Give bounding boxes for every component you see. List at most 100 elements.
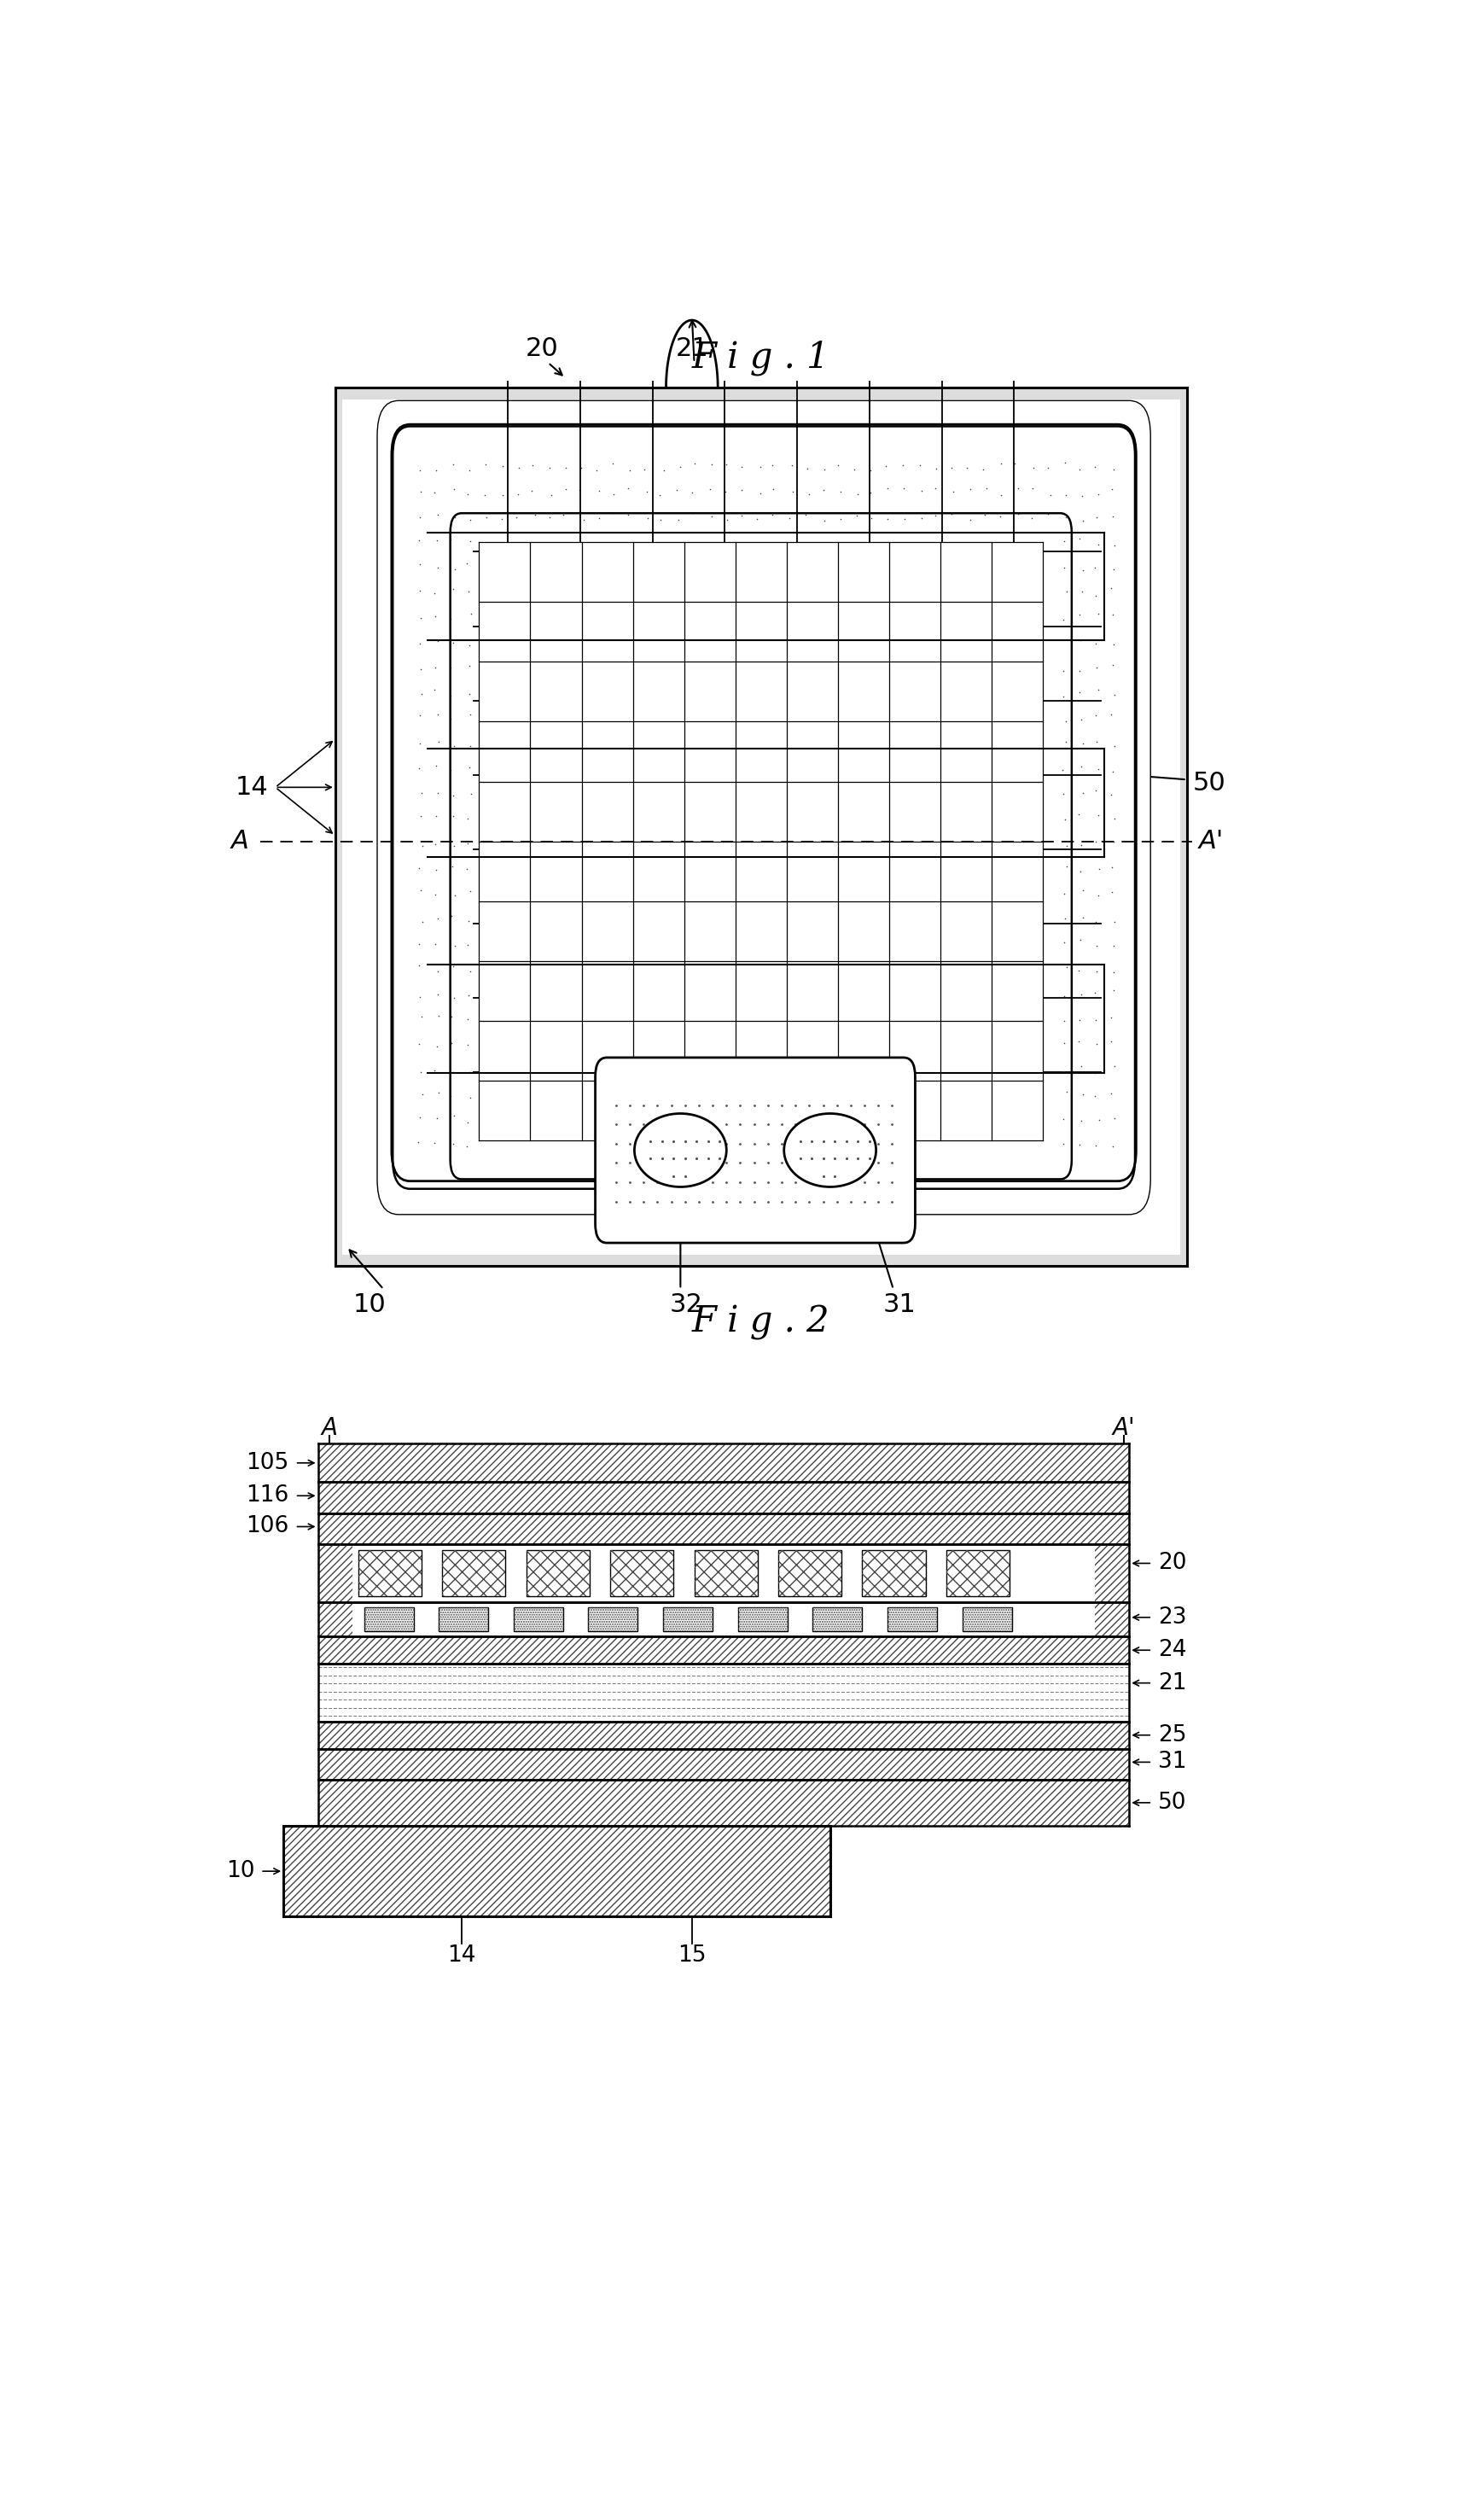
Point xyxy=(1068,825,1092,865)
Point xyxy=(585,451,608,491)
Point xyxy=(426,547,450,587)
Point xyxy=(1052,1000,1076,1040)
Point xyxy=(730,469,754,509)
Point xyxy=(1067,594,1091,634)
Point xyxy=(539,476,562,516)
Point xyxy=(567,471,591,511)
Point xyxy=(1101,549,1125,589)
Point xyxy=(424,745,448,785)
Point xyxy=(1066,795,1089,835)
Point xyxy=(874,446,898,486)
Bar xyxy=(283,1825,830,1915)
Point xyxy=(1052,1023,1076,1063)
Point xyxy=(439,1023,463,1063)
Point xyxy=(1052,547,1076,587)
Point xyxy=(407,521,430,562)
Point xyxy=(1082,446,1106,486)
Point xyxy=(1070,1076,1094,1116)
Point xyxy=(441,795,464,835)
Point xyxy=(859,499,883,539)
Bar xyxy=(318,1722,1128,1750)
Point xyxy=(442,875,466,915)
Point xyxy=(459,870,482,910)
Point xyxy=(1103,674,1126,714)
Point xyxy=(441,444,464,484)
Point xyxy=(568,449,592,489)
Point xyxy=(424,745,448,785)
Point xyxy=(1086,524,1110,564)
Point xyxy=(1068,852,1092,892)
Point xyxy=(408,572,432,612)
Point xyxy=(426,772,450,812)
Point xyxy=(858,451,881,491)
Point xyxy=(730,469,754,509)
Point xyxy=(1070,722,1094,762)
Point xyxy=(651,449,675,489)
Point xyxy=(760,469,784,509)
Point xyxy=(714,471,738,511)
Point xyxy=(426,772,450,812)
Point xyxy=(1101,925,1125,965)
Point xyxy=(729,446,752,486)
Text: 10: 10 xyxy=(226,1860,255,1883)
Text: 50: 50 xyxy=(1158,1793,1186,1813)
Point xyxy=(442,727,466,767)
Point xyxy=(1100,1126,1123,1166)
Point xyxy=(438,647,462,687)
Point xyxy=(423,597,447,637)
Bar xyxy=(610,1549,674,1597)
Bar xyxy=(318,1637,1128,1665)
Point xyxy=(601,474,625,514)
Point xyxy=(457,499,481,539)
Point xyxy=(715,499,739,539)
Point xyxy=(456,900,479,940)
Point xyxy=(923,496,947,536)
Point xyxy=(423,647,447,687)
Point xyxy=(424,1098,448,1138)
Point xyxy=(792,494,816,534)
Point xyxy=(1002,444,1025,484)
Point xyxy=(665,469,689,509)
Point xyxy=(954,449,978,489)
Point xyxy=(441,1123,464,1163)
Point xyxy=(554,469,577,509)
Point xyxy=(1054,1070,1077,1111)
Bar xyxy=(318,1482,1128,1514)
Point xyxy=(408,978,432,1018)
Point xyxy=(506,446,530,486)
Point xyxy=(1085,669,1109,709)
Bar xyxy=(335,389,1186,1266)
Point xyxy=(1082,547,1106,587)
Bar xyxy=(695,1549,757,1597)
Point xyxy=(441,569,464,609)
Point xyxy=(457,624,481,664)
Point xyxy=(408,694,432,735)
Point xyxy=(1037,474,1061,514)
Point xyxy=(923,469,947,509)
Point xyxy=(442,978,466,1018)
Text: 50: 50 xyxy=(1192,772,1224,795)
Point xyxy=(537,449,561,489)
Point xyxy=(1068,975,1092,1015)
Point xyxy=(1070,898,1094,938)
Point xyxy=(680,494,703,534)
Point xyxy=(571,499,595,539)
Point xyxy=(1066,1020,1089,1060)
Bar xyxy=(738,1607,787,1632)
Point xyxy=(1085,722,1109,762)
Point xyxy=(439,1076,463,1116)
Point xyxy=(1086,1101,1110,1141)
Point xyxy=(456,572,479,612)
Point xyxy=(812,501,835,542)
Point xyxy=(890,446,914,486)
Point xyxy=(1083,903,1107,943)
Bar xyxy=(318,1602,352,1637)
Point xyxy=(1098,1023,1122,1063)
Bar xyxy=(945,1549,1009,1597)
Point xyxy=(1020,499,1043,539)
Point xyxy=(795,449,819,489)
Point xyxy=(490,446,513,486)
Bar xyxy=(887,1607,936,1632)
Bar xyxy=(318,1780,1128,1825)
Point xyxy=(408,797,432,837)
